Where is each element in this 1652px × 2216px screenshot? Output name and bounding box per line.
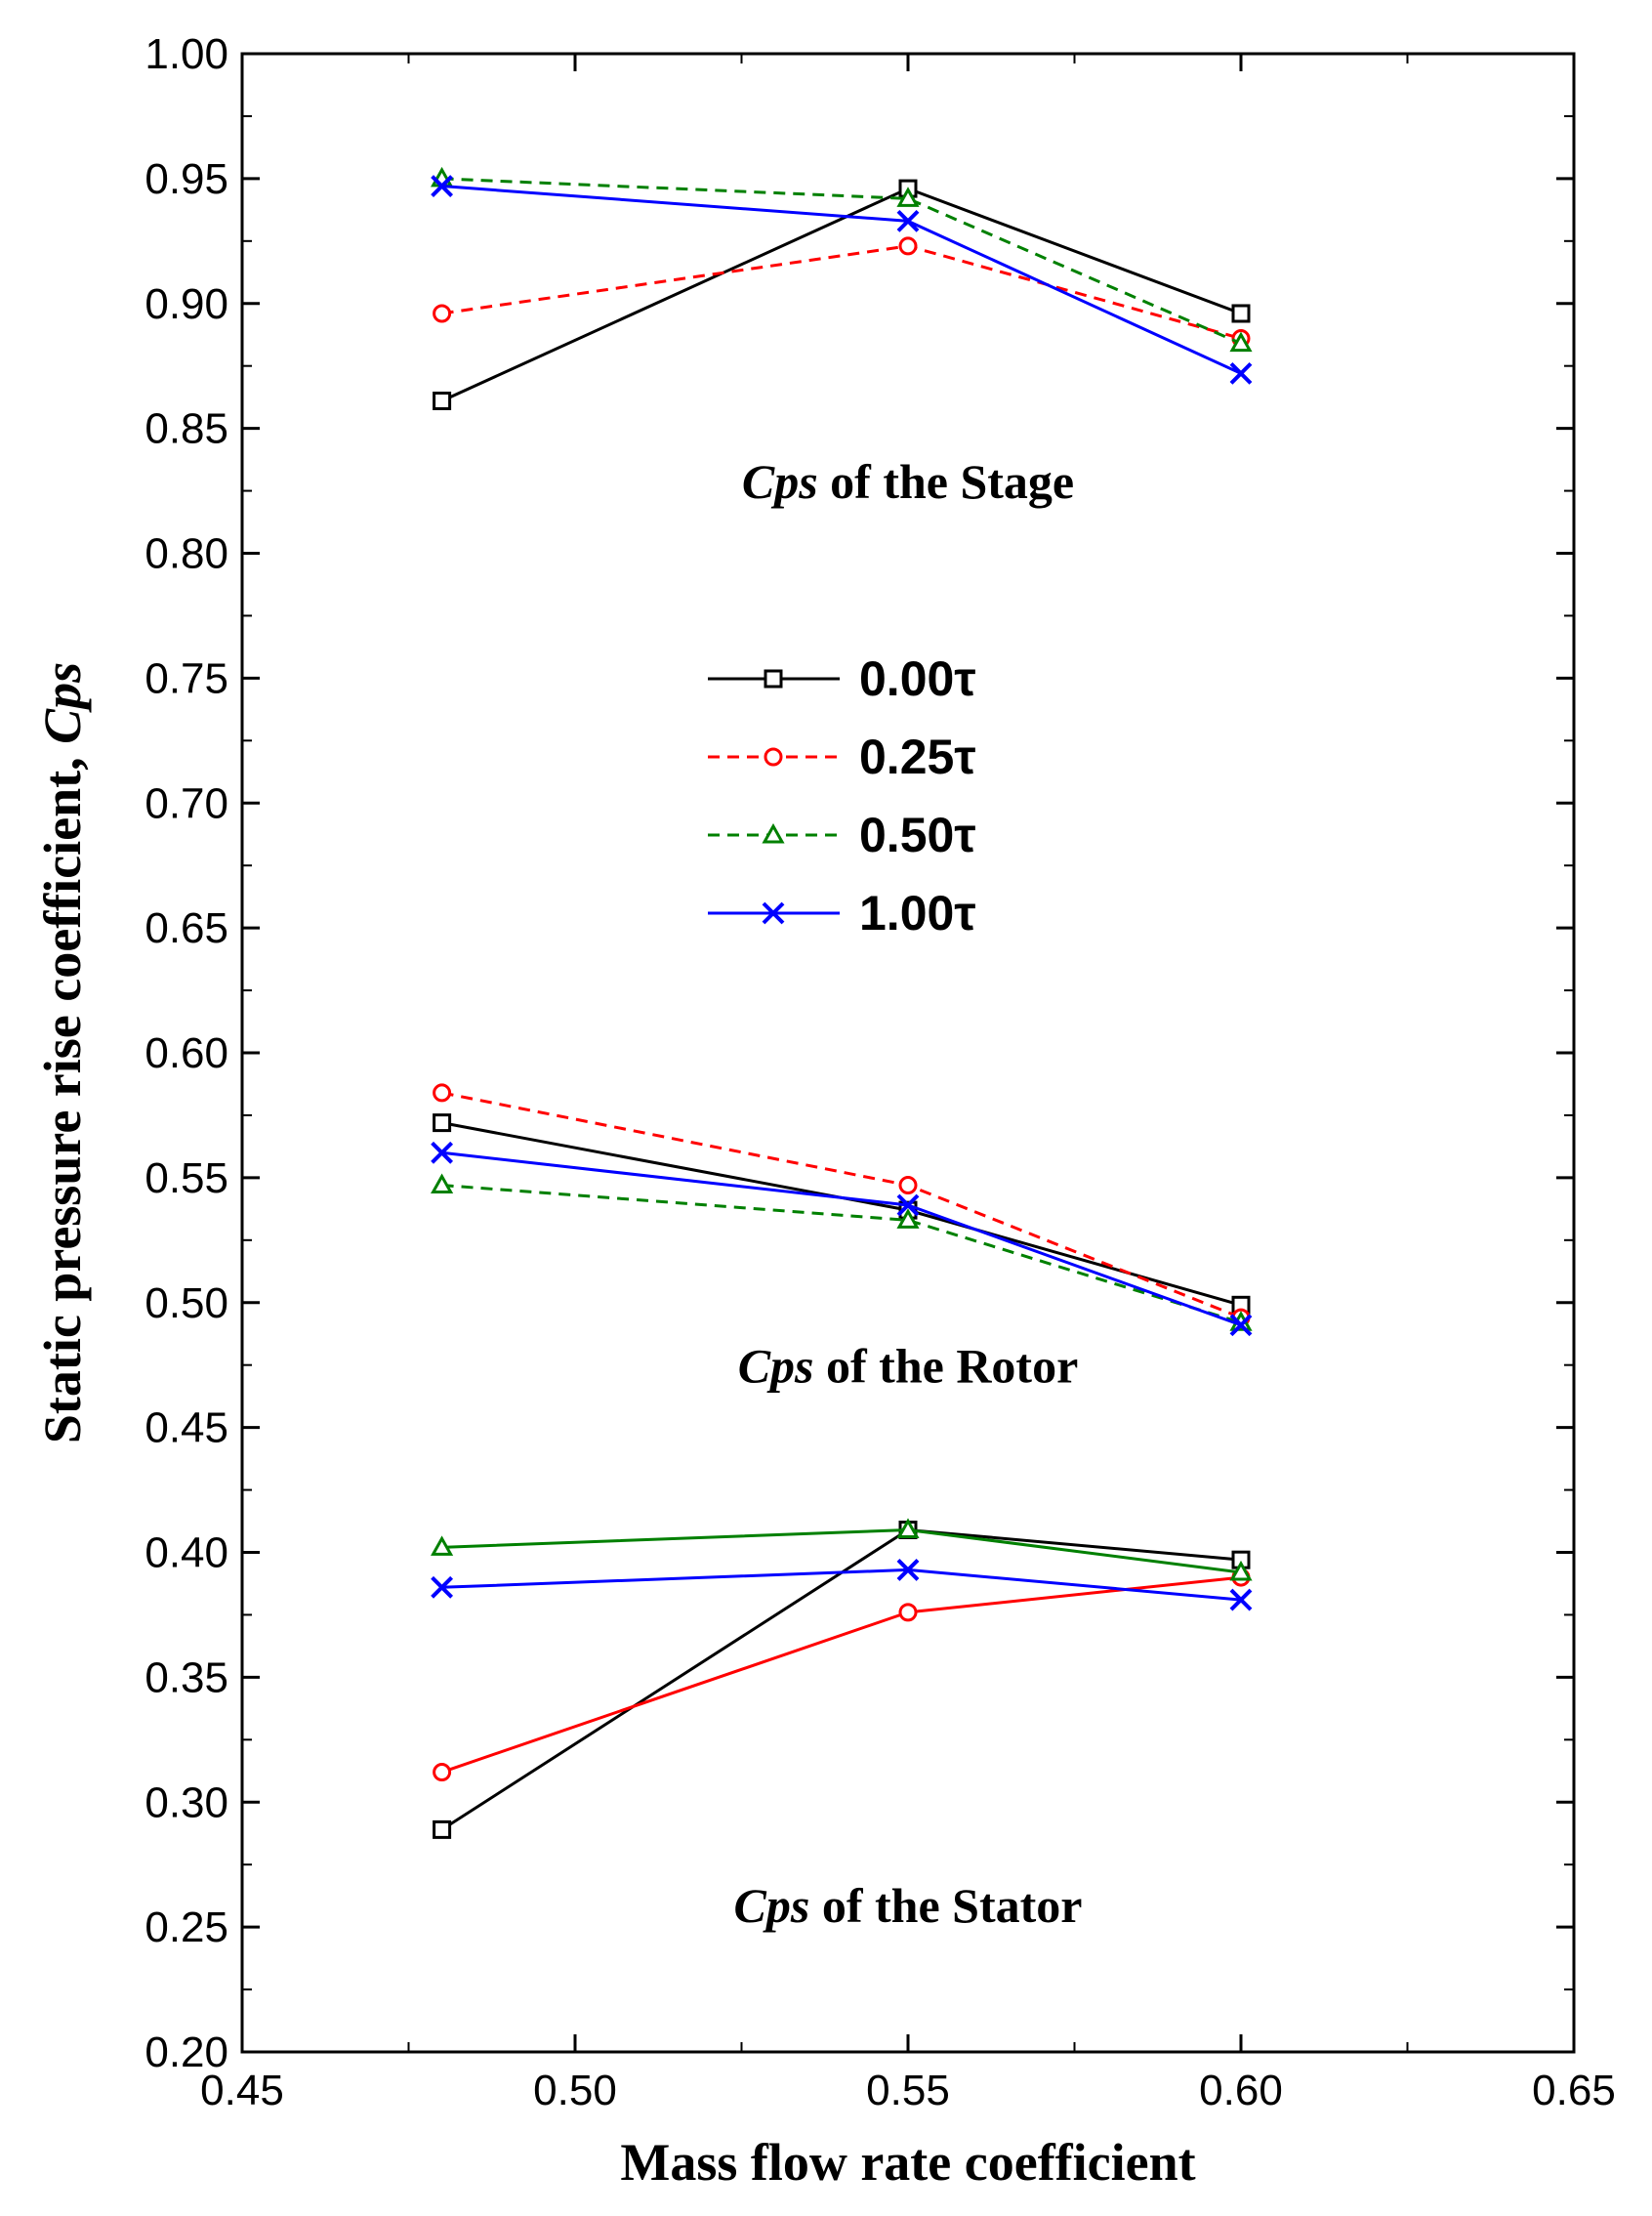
ticks (240, 52, 1576, 2054)
data-point (898, 1176, 918, 1195)
series-layer (431, 166, 1253, 1839)
data-point (431, 1173, 454, 1194)
data-point (1229, 1314, 1253, 1337)
y-tick-label: 0.70 (145, 779, 228, 827)
legend-item: 0.50τ (708, 808, 976, 862)
legend-marker (764, 747, 783, 767)
x-tick-label: 0.50 (533, 2067, 617, 2114)
data-point (896, 1518, 920, 1538)
plot-frame (240, 52, 1576, 2054)
annotation-rotor: Cps of the Rotor (738, 1339, 1079, 1394)
data-point (433, 391, 452, 410)
legend-label: 0.50τ (859, 808, 976, 862)
legend-item: 0.00τ (708, 651, 976, 706)
group-stage (431, 166, 1253, 410)
series-line (441, 1575, 1242, 1774)
group-stator (431, 1518, 1253, 1839)
y-tick-label: 0.90 (145, 280, 228, 328)
data-point (433, 1113, 452, 1133)
data-point (431, 1141, 454, 1164)
series-line (441, 1527, 1242, 1574)
data-point (433, 1763, 452, 1782)
y-tick-label: 0.75 (145, 654, 228, 702)
data-point (431, 1575, 454, 1599)
y-tick-label: 0.60 (145, 1029, 228, 1077)
x-axis-title: Mass flow rate coefficient (620, 2133, 1195, 2192)
legend: 0.00τ 0.25τ 0.50τ 1.00τ (708, 651, 976, 941)
legend-label: 0.00τ (859, 651, 976, 706)
y-tick-label: 0.20 (145, 2028, 228, 2076)
legend-item: 1.00τ (708, 886, 976, 941)
y-tick-label: 0.35 (145, 1653, 228, 1701)
y-tick-label: 0.80 (145, 530, 228, 578)
legend-marker (762, 901, 785, 925)
data-point (896, 187, 920, 207)
series-line (441, 1091, 1242, 1319)
series-line (441, 1150, 1242, 1327)
series-line (441, 244, 1242, 341)
data-point (1229, 1560, 1253, 1581)
data-point (896, 209, 920, 232)
data-point (898, 236, 918, 256)
data-point (896, 1208, 920, 1229)
data-point (896, 1558, 920, 1581)
data-point (431, 1535, 454, 1556)
data-point (1229, 361, 1253, 385)
y-tick-label: 0.50 (145, 1279, 228, 1327)
tick-labels: 0.20 0.25 0.30 0.35 0.40 0.45 0.50 0.55 0.60 0.65… (145, 30, 1615, 2114)
legend-label: 0.25τ (859, 730, 976, 784)
legend-marker (762, 822, 785, 844)
legend-label: 1.00τ (859, 886, 976, 941)
data-point (433, 1819, 452, 1839)
y-tick-label: 0.65 (145, 904, 228, 952)
data-point (1229, 331, 1253, 353)
y-tick-label: 0.40 (145, 1529, 228, 1577)
y-tick-label: 0.25 (145, 1903, 228, 1951)
annotations: Cps of the Stage Cps of the Rotor Cps of t… (734, 454, 1083, 1933)
y-tick-label: 0.95 (145, 155, 228, 203)
data-point (896, 1193, 920, 1217)
annotation-stage: Cps of the Stage (742, 454, 1074, 509)
x-tick-label: 0.65 (1532, 2067, 1616, 2114)
data-point (1231, 304, 1251, 323)
y-tick-label: 0.85 (145, 405, 228, 453)
y-axis-title: Static pressure rise coefficient, Cps (33, 662, 92, 1443)
legend-item: 0.25τ (708, 730, 976, 784)
y-tick-label: 1.00 (145, 30, 228, 78)
data-point (898, 1603, 918, 1622)
x-tick-label: 0.55 (866, 2067, 950, 2114)
data-point (433, 304, 452, 323)
series-line (441, 1184, 1242, 1324)
x-tick-label: 0.45 (200, 2067, 284, 2114)
series-line (440, 1527, 1242, 1831)
data-point (1229, 1588, 1253, 1611)
series-line (441, 177, 1242, 346)
data-point (433, 1083, 452, 1103)
y-tick-label: 0.55 (145, 1154, 228, 1202)
data-point (431, 175, 454, 197)
x-tick-label: 0.60 (1199, 2067, 1283, 2114)
annotation-stator: Cps of the Stator (734, 1878, 1083, 1933)
y-tick-label: 0.45 (145, 1404, 228, 1452)
group-rotor (431, 1083, 1253, 1337)
legend-marker (764, 669, 783, 689)
y-tick-label: 0.30 (145, 1778, 228, 1826)
